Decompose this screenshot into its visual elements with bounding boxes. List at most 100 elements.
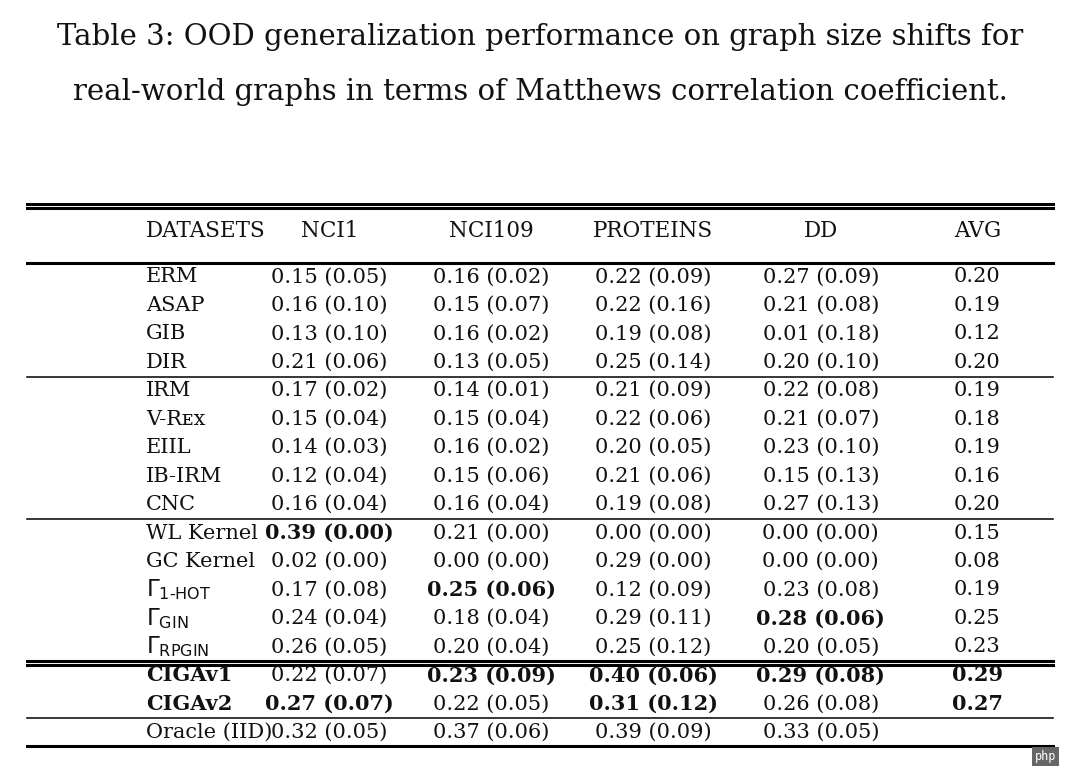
Text: GIB: GIB [146,324,186,343]
Text: NCI109: NCI109 [449,220,534,242]
Text: CNC: CNC [146,495,195,514]
Text: NCI1: NCI1 [300,220,359,242]
Text: real-world graphs in terms of Matthews correlation coefficient.: real-world graphs in terms of Matthews c… [72,78,1008,106]
Text: 0.20: 0.20 [954,353,1001,372]
Text: 0.23: 0.23 [954,637,1001,657]
Text: 0.27 (0.07): 0.27 (0.07) [265,694,394,713]
Text: 0.29 (0.00): 0.29 (0.00) [595,552,712,571]
Text: DD: DD [804,220,838,242]
Text: V-Rᴇx: V-Rᴇx [146,409,205,429]
Text: 0.20: 0.20 [954,495,1001,514]
Text: 0.19 (0.08): 0.19 (0.08) [595,495,712,514]
Text: 0.22 (0.05): 0.22 (0.05) [433,694,550,713]
Text: 0.39 (0.00): 0.39 (0.00) [265,523,394,543]
Text: 0.02 (0.00): 0.02 (0.00) [271,552,388,571]
Text: 0.16 (0.04): 0.16 (0.04) [433,495,550,514]
Text: 0.19: 0.19 [954,439,1001,457]
Text: 0.20 (0.04): 0.20 (0.04) [433,637,550,657]
Text: Oracle (IID): Oracle (IID) [146,723,272,742]
Text: WL Kernel: WL Kernel [146,524,258,542]
Text: 0.15 (0.04): 0.15 (0.04) [433,409,550,429]
Text: 0.14 (0.01): 0.14 (0.01) [433,381,550,400]
Text: 0.15 (0.13): 0.15 (0.13) [762,467,879,485]
Text: PROTEINS: PROTEINS [593,220,714,242]
Text: 0.22 (0.07): 0.22 (0.07) [271,666,388,685]
Text: 0.25: 0.25 [954,609,1001,628]
Text: 0.39 (0.09): 0.39 (0.09) [595,723,712,742]
Text: 0.20 (0.05): 0.20 (0.05) [762,637,879,657]
Text: 0.20: 0.20 [954,267,1001,286]
Text: DIR: DIR [146,353,187,372]
Text: 0.23 (0.08): 0.23 (0.08) [762,581,879,600]
Text: 0.16 (0.02): 0.16 (0.02) [433,267,550,286]
Text: 0.19 (0.08): 0.19 (0.08) [595,324,712,343]
Text: AVG: AVG [954,220,1001,242]
Text: 0.26 (0.08): 0.26 (0.08) [762,694,879,713]
Text: 0.33 (0.05): 0.33 (0.05) [762,723,879,742]
Text: $\Gamma_{\mathrm{RPGIN}}$: $\Gamma_{\mathrm{RPGIN}}$ [146,634,210,660]
Text: 0.15 (0.04): 0.15 (0.04) [271,409,388,429]
Text: 0.21 (0.00): 0.21 (0.00) [433,524,550,542]
Text: CIGAv2: CIGAv2 [146,694,232,713]
Text: 0.21 (0.09): 0.21 (0.09) [595,381,712,400]
Text: 0.15: 0.15 [954,524,1001,542]
Text: 0.23 (0.10): 0.23 (0.10) [762,439,879,457]
Text: IB-IRM: IB-IRM [146,467,222,485]
Text: 0.21 (0.08): 0.21 (0.08) [762,296,879,315]
Text: 0.26 (0.05): 0.26 (0.05) [271,637,388,657]
Text: 0.25 (0.06): 0.25 (0.06) [427,580,556,600]
Text: 0.21 (0.06): 0.21 (0.06) [595,467,712,485]
Text: 0.40 (0.06): 0.40 (0.06) [589,665,718,685]
Text: 0.22 (0.09): 0.22 (0.09) [595,267,712,286]
Text: 0.01 (0.18): 0.01 (0.18) [762,324,879,343]
Text: $\Gamma_{\mathrm{GIN}}$: $\Gamma_{\mathrm{GIN}}$ [146,606,188,631]
Text: 0.18: 0.18 [954,409,1001,429]
Text: 0.00 (0.00): 0.00 (0.00) [762,524,879,542]
Text: EIIL: EIIL [146,439,191,457]
Text: 0.00 (0.00): 0.00 (0.00) [762,552,879,571]
Text: 0.16: 0.16 [954,467,1001,485]
Text: php: php [1035,750,1056,763]
Text: 0.15 (0.06): 0.15 (0.06) [433,467,550,485]
Text: 0.14 (0.03): 0.14 (0.03) [271,439,388,457]
Text: 0.22 (0.06): 0.22 (0.06) [595,409,712,429]
Text: 0.12: 0.12 [954,324,1001,343]
Text: IRM: IRM [146,381,191,400]
Text: 0.20 (0.10): 0.20 (0.10) [762,353,879,372]
Text: 0.19: 0.19 [954,296,1001,315]
Text: DATASETS: DATASETS [146,220,266,242]
Text: 0.29 (0.08): 0.29 (0.08) [756,665,886,685]
Text: 0.17 (0.08): 0.17 (0.08) [271,581,388,600]
Text: 0.31 (0.12): 0.31 (0.12) [589,694,718,713]
Text: 0.00 (0.00): 0.00 (0.00) [595,524,712,542]
Text: 0.17 (0.02): 0.17 (0.02) [271,381,388,400]
Text: 0.28 (0.06): 0.28 (0.06) [756,608,886,628]
Text: 0.16 (0.02): 0.16 (0.02) [433,439,550,457]
Text: 0.29 (0.11): 0.29 (0.11) [595,609,712,628]
Text: 0.16 (0.02): 0.16 (0.02) [433,324,550,343]
Text: 0.27 (0.13): 0.27 (0.13) [762,495,879,514]
Text: 0.13 (0.10): 0.13 (0.10) [271,324,388,343]
Text: 0.23 (0.09): 0.23 (0.09) [427,665,556,685]
Text: 0.32 (0.05): 0.32 (0.05) [271,723,388,742]
Text: 0.24 (0.04): 0.24 (0.04) [271,609,388,628]
Text: 0.15 (0.05): 0.15 (0.05) [271,267,388,286]
Text: 0.27: 0.27 [951,694,1003,713]
Text: 0.13 (0.05): 0.13 (0.05) [433,353,550,372]
Text: GC Kernel: GC Kernel [146,552,255,571]
Text: 0.12 (0.09): 0.12 (0.09) [595,581,712,600]
Text: 0.18 (0.04): 0.18 (0.04) [433,609,550,628]
Text: Table 3: OOD generalization performance on graph size shifts for: Table 3: OOD generalization performance … [57,23,1023,51]
Text: 0.21 (0.07): 0.21 (0.07) [762,409,879,429]
Text: $\Gamma_{1\text{-HOT}}$: $\Gamma_{1\text{-HOT}}$ [146,578,212,602]
Text: 0.29: 0.29 [951,665,1003,685]
Text: 0.19: 0.19 [954,581,1001,600]
Text: 0.25 (0.14): 0.25 (0.14) [595,353,712,372]
Text: 0.16 (0.10): 0.16 (0.10) [271,296,388,315]
Text: 0.12 (0.04): 0.12 (0.04) [271,467,388,485]
Text: 0.19: 0.19 [954,381,1001,400]
Text: 0.08: 0.08 [954,552,1001,571]
Text: 0.22 (0.08): 0.22 (0.08) [762,381,879,400]
Text: 0.20 (0.05): 0.20 (0.05) [595,439,712,457]
Text: 0.27 (0.09): 0.27 (0.09) [762,267,879,286]
